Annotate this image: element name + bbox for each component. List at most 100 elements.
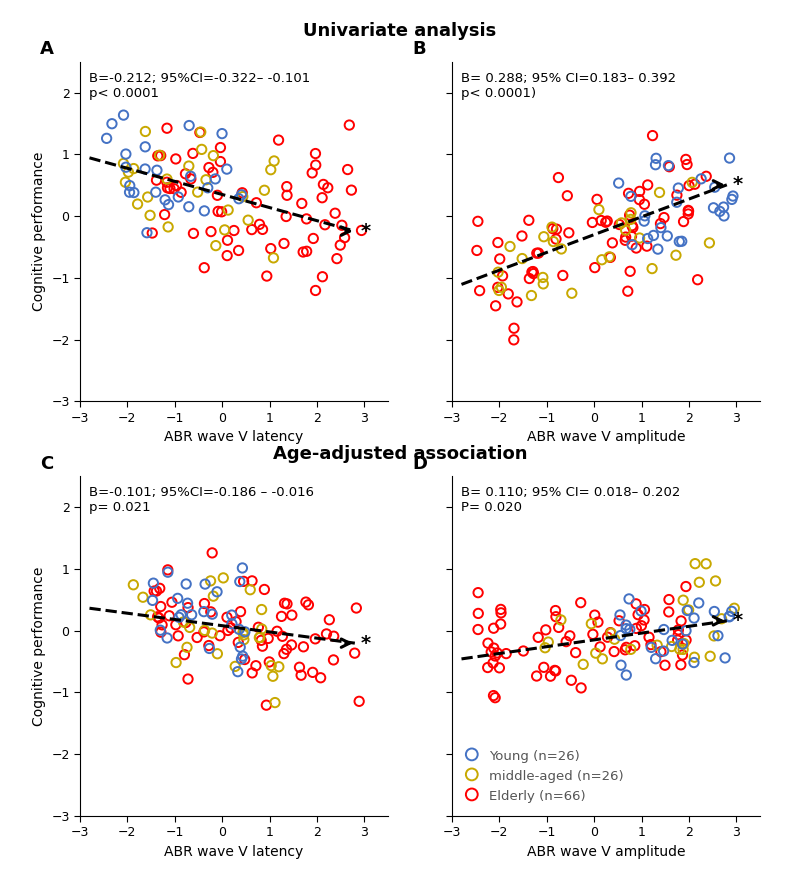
Point — [151, 609, 164, 624]
Point — [256, 639, 269, 654]
Text: B= 0.288; 95% CI=0.183– 0.392
p< 0.0001): B= 0.288; 95% CI=0.183– 0.392 p< 0.0001) — [462, 72, 676, 100]
Point — [691, 273, 704, 287]
Point — [353, 694, 366, 708]
Point — [161, 172, 174, 186]
Y-axis label: Cognitive performance: Cognitive performance — [32, 566, 46, 726]
Point — [138, 162, 151, 176]
Point — [682, 178, 695, 192]
Point — [317, 177, 330, 191]
Point — [229, 660, 242, 674]
Point — [154, 623, 166, 637]
Point — [148, 584, 161, 598]
Point — [222, 624, 234, 638]
Point — [507, 321, 520, 335]
Point — [726, 604, 738, 618]
Point — [209, 172, 222, 186]
Point — [723, 609, 736, 624]
Point — [482, 636, 494, 650]
Point — [355, 223, 368, 237]
Point — [238, 624, 251, 639]
Point — [672, 628, 685, 642]
Point — [226, 608, 238, 622]
Point — [645, 640, 658, 654]
Point — [293, 661, 306, 675]
Point — [560, 634, 573, 648]
Point — [260, 699, 273, 713]
Point — [233, 622, 246, 636]
Point — [577, 657, 590, 671]
Point — [218, 223, 231, 237]
Point — [207, 589, 220, 603]
Point — [161, 121, 174, 135]
Point — [491, 280, 504, 295]
Point — [211, 647, 224, 661]
Point — [210, 585, 223, 599]
Point — [153, 611, 166, 625]
Point — [707, 201, 720, 215]
Point — [198, 204, 210, 218]
Point — [623, 208, 636, 222]
Point — [530, 669, 543, 683]
Point — [203, 641, 216, 655]
Point — [601, 630, 614, 644]
Point — [502, 287, 514, 301]
Point — [632, 608, 645, 622]
Point — [142, 190, 154, 204]
Point — [658, 211, 670, 225]
Point — [470, 243, 483, 258]
Point — [264, 242, 277, 256]
Point — [206, 626, 218, 640]
Point — [154, 625, 167, 639]
Point — [679, 153, 692, 167]
Text: *: * — [733, 611, 742, 631]
Point — [191, 185, 204, 199]
Point — [620, 618, 633, 632]
Point — [619, 223, 632, 237]
X-axis label: ABR wave V latency: ABR wave V latency — [164, 845, 304, 859]
Point — [235, 188, 248, 202]
Point — [711, 629, 724, 643]
Point — [482, 661, 494, 675]
Point — [221, 610, 234, 624]
Point — [620, 668, 633, 682]
Point — [486, 656, 499, 670]
Point — [158, 193, 171, 207]
Point — [343, 118, 356, 132]
Point — [550, 222, 563, 236]
Point — [649, 158, 662, 172]
Point — [232, 635, 245, 649]
Text: Univariate analysis: Univariate analysis — [303, 22, 497, 40]
Point — [276, 629, 289, 643]
Point — [613, 614, 626, 628]
Text: *: * — [361, 221, 370, 241]
Point — [625, 229, 638, 243]
Point — [687, 655, 700, 669]
Point — [638, 602, 651, 617]
Point — [590, 647, 602, 661]
Point — [217, 571, 230, 585]
Point — [566, 286, 578, 300]
Point — [272, 133, 285, 147]
Point — [198, 624, 211, 638]
Point — [318, 218, 331, 232]
Point — [181, 596, 194, 610]
Point — [682, 603, 695, 617]
Point — [225, 621, 238, 635]
Point — [163, 182, 176, 196]
Point — [214, 140, 227, 154]
Point — [515, 229, 528, 243]
Point — [630, 621, 642, 635]
Point — [654, 645, 667, 659]
Point — [185, 172, 198, 186]
Point — [198, 596, 211, 610]
Point — [150, 163, 163, 177]
Point — [258, 582, 270, 596]
Point — [170, 655, 182, 669]
Point — [562, 226, 575, 240]
Point — [657, 644, 670, 658]
Point — [714, 205, 726, 219]
Point — [119, 161, 132, 175]
Point — [494, 252, 506, 266]
Point — [123, 185, 136, 199]
Point — [681, 603, 694, 617]
